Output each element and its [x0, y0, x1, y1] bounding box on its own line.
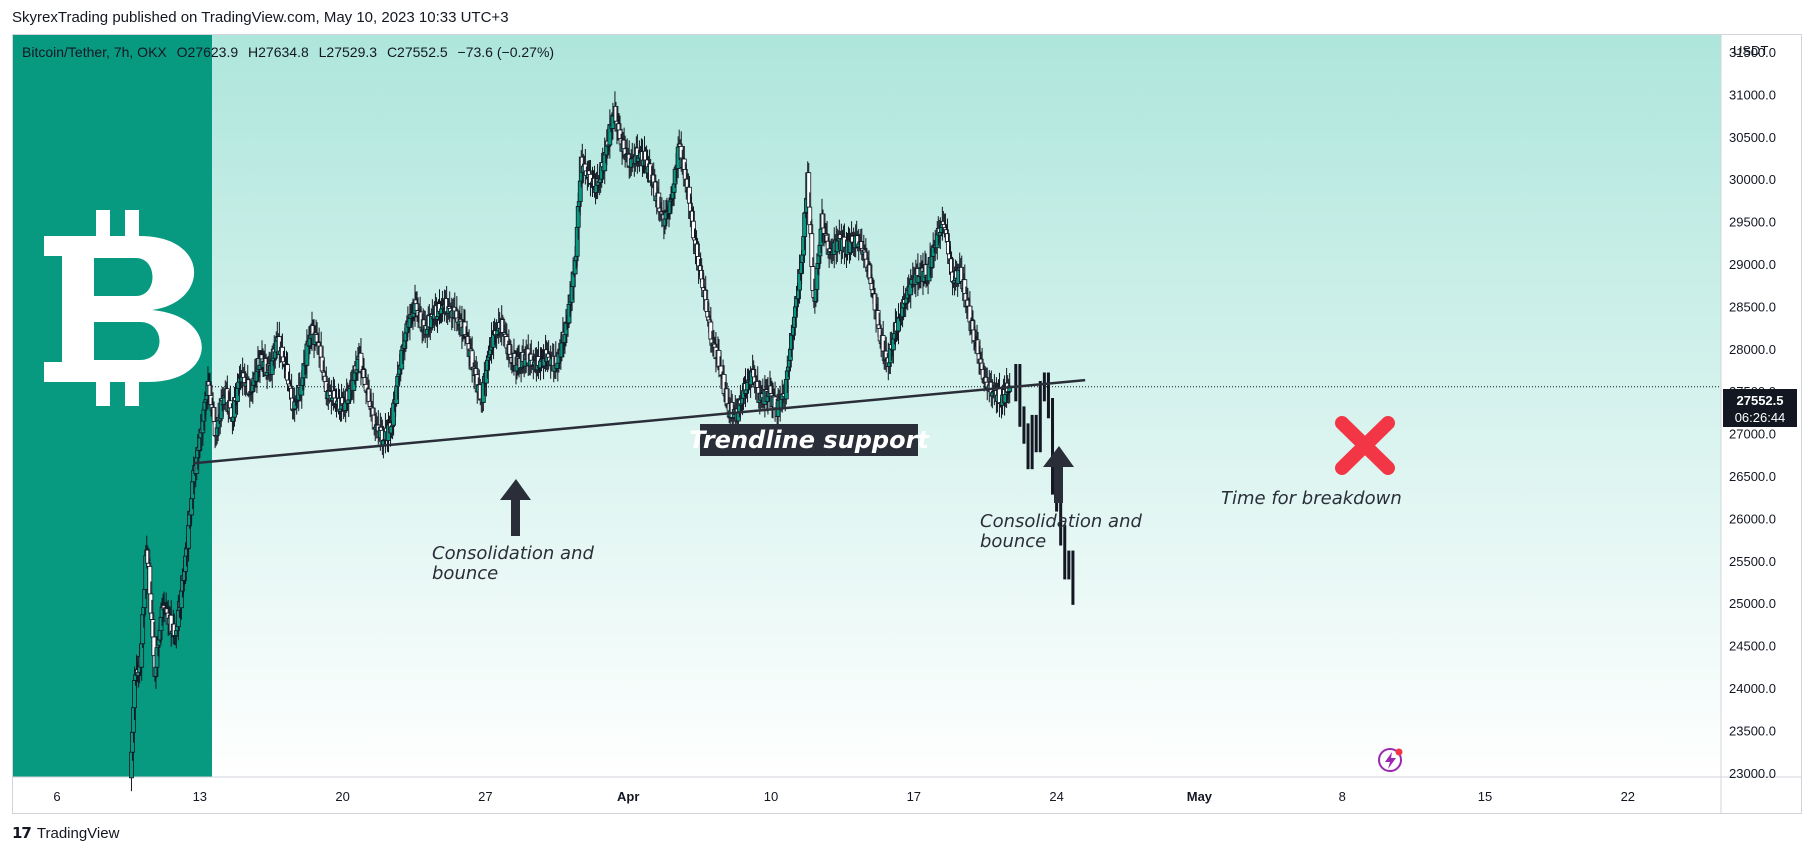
change-value: −73.6 (−0.27%)	[457, 44, 555, 60]
price-tick-label: 28000.0	[1729, 342, 1776, 357]
time-tick-label: 24	[1049, 789, 1063, 804]
time-tick-label: 27	[478, 789, 492, 804]
candle-body	[304, 343, 310, 366]
time-tick-label: 22	[1621, 789, 1635, 804]
candle-body	[186, 525, 191, 549]
time-tick-label: 13	[193, 789, 207, 804]
bitcoin-logo-icon	[44, 210, 202, 406]
plot-background	[13, 35, 1721, 777]
close-value: C27552.5	[386, 44, 448, 60]
price-tick-label: 25500.0	[1729, 554, 1776, 569]
cross-icon	[1335, 416, 1395, 475]
time-tick-label: May	[1187, 789, 1213, 804]
bitcoin-banner	[13, 35, 212, 777]
symbol-name[interactable]: Bitcoin/Tether, 7h, OKX	[22, 44, 167, 60]
time-tick-label: 20	[335, 789, 349, 804]
candles	[129, 91, 1013, 792]
trendline-label: Trendline support	[689, 424, 930, 456]
time-tick-label: 15	[1478, 789, 1492, 804]
tradingview-footer[interactable]: 17 TradingView	[12, 824, 119, 842]
publish-info: SkyrexTrading published on TradingView.c…	[12, 9, 509, 26]
symbol-legend: Bitcoin/Tether, 7h, OKX O27623.9 H27634.…	[22, 44, 560, 60]
consolidation-label-2-line2: bounce	[980, 531, 1046, 552]
trendline-label-text: Trendline support	[689, 426, 930, 454]
time-tick-label: 10	[764, 789, 778, 804]
open-value: O27623.9	[176, 44, 239, 60]
price-axis[interactable]: 31500.0 31000.0 30500.0 30000.0 29500.0 29000…	[1729, 45, 1776, 781]
time-tick-label: 17	[907, 789, 921, 804]
consolidation-label-1-line1: Consolidation and	[432, 543, 594, 564]
price-axis-currency: USDT	[1733, 43, 1768, 58]
arrow-up-icon	[500, 479, 531, 536]
trendline	[193, 378, 1086, 465]
price-tick-label: 30500.0	[1729, 130, 1776, 145]
price-tick-label: 23000.0	[1729, 766, 1776, 781]
price-tick-label: 26000.0	[1729, 511, 1776, 526]
price-tick-label: 27000.0	[1729, 427, 1776, 442]
low-value: L27529.3	[318, 44, 378, 60]
price-tag-value: 27552.5	[1737, 393, 1784, 408]
price-tick-label: 25000.0	[1729, 596, 1776, 611]
price-tick-label: 28500.0	[1729, 299, 1776, 314]
price-tick-label: 31000.0	[1729, 87, 1776, 102]
price-tick-label: 31500.0	[1729, 45, 1776, 60]
price-tick-label: 26500.0	[1729, 469, 1776, 484]
consolidation-label-1-line2: bounce	[432, 563, 498, 584]
price-tick-label: 30000.0	[1729, 172, 1776, 187]
time-tick-label: 6	[53, 789, 60, 804]
price-tick-label: 24000.0	[1729, 681, 1776, 696]
price-tick-label: 29500.0	[1729, 215, 1776, 230]
price-tag: 27552.5 06:26:44	[1723, 389, 1797, 427]
price-tick-label: 29000.0	[1729, 257, 1776, 272]
time-axis[interactable]: 6 13 20 27 Apr 10 17 24 May 8 15 22	[53, 789, 1635, 804]
time-tick-label: 8	[1339, 789, 1346, 804]
time-tick-label: Apr	[617, 789, 639, 804]
breakdown-label: Time for breakdown	[1221, 488, 1402, 509]
consolidation-label-2-line1: Consolidation and	[980, 511, 1142, 532]
tradingview-brand: TradingView	[36, 824, 120, 842]
price-tick-label: 23500.0	[1729, 723, 1776, 738]
arrow-up-icon	[1043, 446, 1074, 503]
lightning-icon[interactable]	[1378, 748, 1403, 772]
chart-frame	[12, 34, 1802, 814]
price-tick-label: 24500.0	[1729, 639, 1776, 654]
high-value: H27634.8	[248, 44, 309, 60]
tradingview-logo-icon: 17	[12, 824, 32, 842]
price-tag-countdown: 06:26:44	[1735, 410, 1786, 425]
